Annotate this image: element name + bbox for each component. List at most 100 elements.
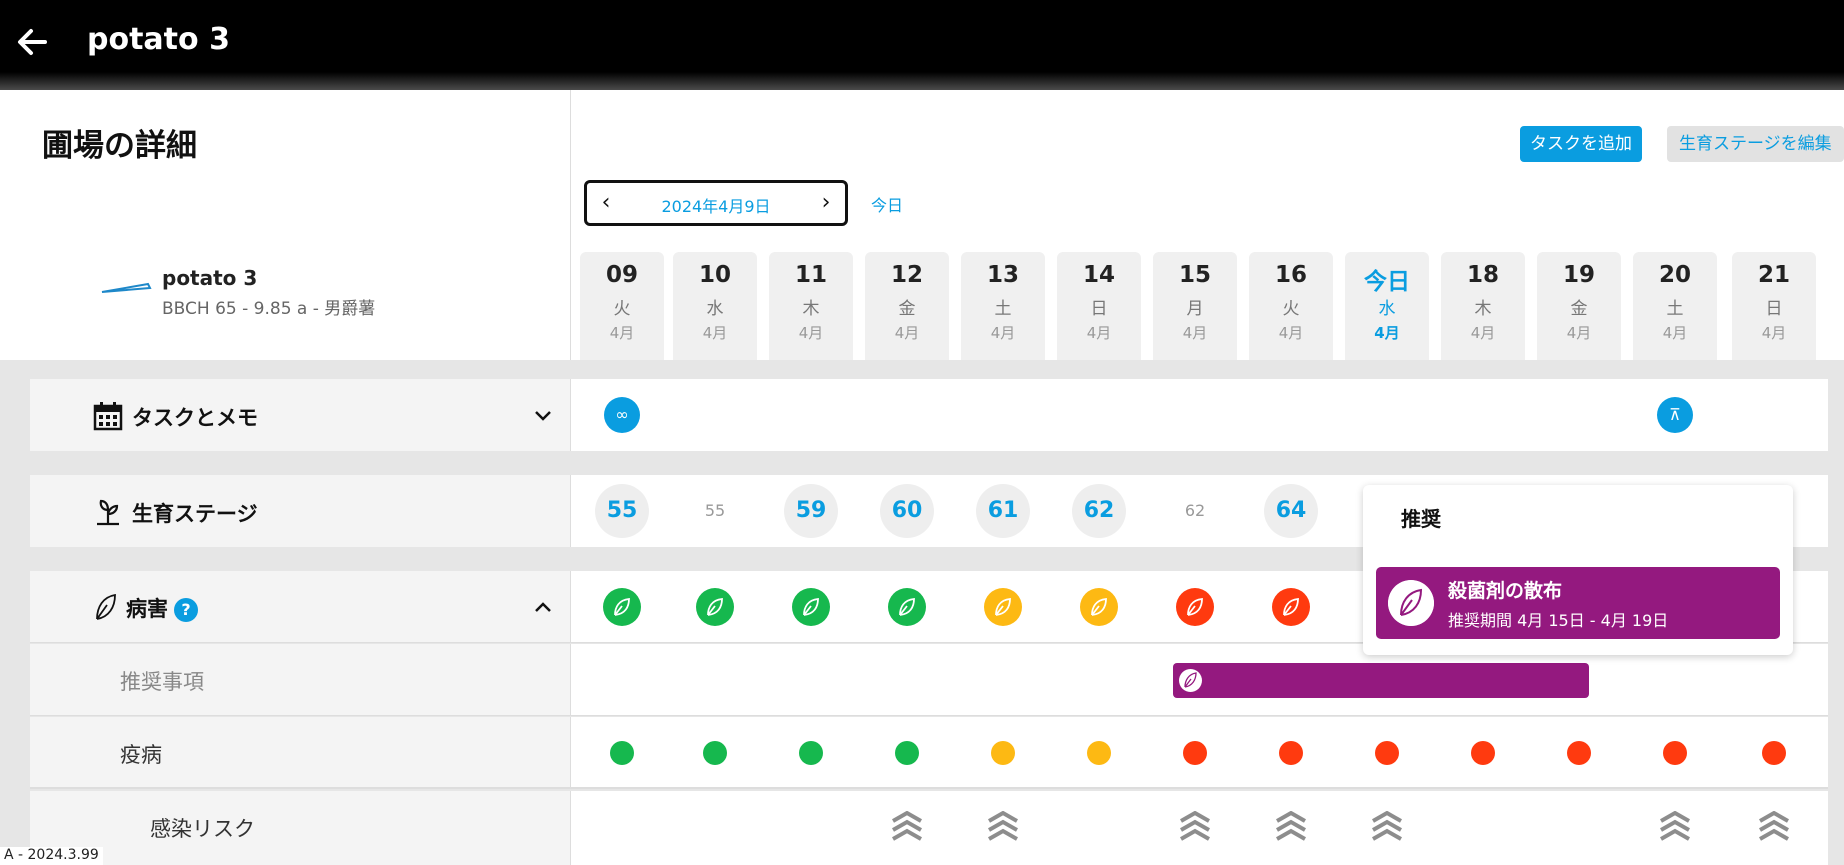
day-number: 18 — [1466, 262, 1499, 288]
growth-stage-value: 55 — [595, 484, 649, 538]
day-month: 4月 — [894, 324, 920, 342]
leaf-icon — [1283, 598, 1299, 616]
late-blight-risk-high[interactable] — [1279, 741, 1303, 765]
day-month: 4月 — [1470, 324, 1496, 342]
day-column[interactable]: 12 金 4月 — [865, 252, 949, 360]
version-label: A - 2024.3.99 — [0, 847, 103, 865]
recommendation-card[interactable]: 殺菌剤の散布 推奨期間 4月 15日 - 4月 19日 — [1376, 567, 1780, 639]
app-header: potato 3 — [0, 0, 1844, 90]
late-blight-risk-low[interactable] — [895, 741, 919, 765]
leaf-spray-icon — [1388, 580, 1434, 626]
late-blight-risk-high[interactable] — [1471, 741, 1495, 765]
disease-risk-low[interactable] — [696, 588, 734, 626]
late-blight-risk-high[interactable] — [1567, 741, 1591, 765]
field-meta: BBCH 65 - 9.85 a - 男爵薯 — [162, 299, 376, 319]
disease-row-label: 病害? — [126, 593, 198, 623]
date-picker-value[interactable]: 2024年4月9日 — [661, 197, 771, 216]
calendar-header: タスクを追加 生育ステージを編集 ‹ 2024年4月9日 › 今日 09 火 4月 1… — [570, 90, 1844, 360]
disease-risk-medium[interactable] — [984, 588, 1022, 626]
late-blight-risk-high[interactable] — [1663, 741, 1687, 765]
day-column[interactable]: 14 日 4月 — [1057, 252, 1141, 360]
day-month: 4月 — [1566, 324, 1592, 342]
day-month: 4月 — [1374, 324, 1400, 342]
growth-stage-value: 64 — [1264, 484, 1318, 538]
chevron-left-icon[interactable]: ‹ — [601, 190, 611, 215]
tasks-row-content: ∞ ⊼ — [570, 379, 1828, 451]
growth-stage-value: 55 — [704, 501, 726, 520]
late-blight-label: 疫病 — [120, 743, 162, 767]
binoculars-icon[interactable]: ∞ — [604, 397, 640, 433]
tasks-row-header[interactable]: タスクとメモ — [30, 379, 570, 451]
day-number: 12 — [890, 262, 923, 288]
late-blight-risk-low[interactable] — [610, 741, 634, 765]
recommendation-popup: 推奨 殺菌剤の散布 推奨期間 4月 15日 - 4月 19日 — [1363, 485, 1793, 655]
leaf-icon — [614, 598, 630, 616]
day-weekday: 金 — [1570, 299, 1588, 319]
leaf-icon — [1187, 598, 1203, 616]
day-weekday: 土 — [994, 299, 1012, 319]
day-column[interactable]: 13 土 4月 — [961, 252, 1045, 360]
recommendation-card-title: 殺菌剤の散布 — [1448, 580, 1563, 602]
back-arrow-icon[interactable] — [12, 22, 52, 62]
infection-risk-label: 感染リスク — [150, 817, 255, 841]
day-column[interactable]: 19 金 4月 — [1537, 252, 1621, 360]
chevron-up-icon[interactable] — [532, 596, 554, 618]
infection-risk-icon — [1755, 810, 1793, 841]
infection-risk-icon — [1368, 810, 1406, 841]
day-column[interactable]: 18 木 4月 — [1441, 252, 1525, 360]
leaf-icon — [707, 598, 723, 616]
late-blight-risk-medium[interactable] — [1087, 741, 1111, 765]
disease-risk-low[interactable] — [888, 588, 926, 626]
day-column[interactable]: 今日水 4月 — [1345, 252, 1429, 360]
late-blight-risk-low[interactable] — [799, 741, 823, 765]
late-blight-risk-low[interactable] — [703, 741, 727, 765]
day-column[interactable]: 20 土 4月 — [1633, 252, 1717, 360]
edit-growth-stage-button[interactable]: 生育ステージを編集 — [1667, 126, 1844, 162]
late-blight-risk-high[interactable] — [1375, 741, 1399, 765]
day-weekday: 月 — [1186, 299, 1204, 319]
infection-risk-icon — [888, 810, 926, 841]
day-number: 19 — [1562, 262, 1595, 288]
disease-label-text: 病害 — [126, 597, 168, 621]
day-column[interactable]: 15 月 4月 — [1153, 252, 1237, 360]
disease-risk-low[interactable] — [603, 588, 641, 626]
date-picker[interactable]: ‹ 2024年4月9日 › — [584, 180, 848, 226]
day-month: 4月 — [798, 324, 824, 342]
day-weekday: 日 — [1090, 299, 1108, 319]
chevron-right-icon[interactable]: › — [821, 190, 831, 215]
help-icon[interactable]: ? — [174, 598, 198, 622]
day-column[interactable]: 21 日 4月 — [1732, 252, 1816, 360]
page-title: 圃場の詳細 — [42, 128, 197, 164]
disease-risk-medium[interactable] — [1080, 588, 1118, 626]
day-weekday: 水 — [1378, 299, 1396, 319]
tasks-row-label: タスクとメモ — [132, 406, 258, 430]
day-column[interactable]: 09 火 4月 — [580, 252, 664, 360]
irrigation-icon[interactable]: ⊼ — [1657, 397, 1693, 433]
disease-risk-high[interactable] — [1272, 588, 1310, 626]
disease-risk-high[interactable] — [1176, 588, 1214, 626]
day-column[interactable]: 16 火 4月 — [1249, 252, 1333, 360]
growth-stage-value: 61 — [976, 484, 1030, 538]
growth-stage-row-label: 生育ステージ — [132, 502, 258, 526]
late-blight-risk-high[interactable] — [1762, 741, 1786, 765]
recommendation-bar[interactable] — [1173, 663, 1589, 698]
day-number: 20 — [1658, 262, 1691, 288]
day-month: 4月 — [1662, 324, 1688, 342]
disease-risk-low[interactable] — [792, 588, 830, 626]
disease-row-header[interactable]: 病害? — [30, 571, 570, 643]
app-title: potato 3 — [87, 22, 230, 57]
day-column[interactable]: 10 水 4月 — [673, 252, 757, 360]
day-number: 14 — [1082, 262, 1115, 288]
day-column[interactable]: 11 木 4月 — [769, 252, 853, 360]
leaf-icon — [1091, 598, 1107, 616]
leaf-icon — [803, 598, 819, 616]
late-blight-risk-medium[interactable] — [991, 741, 1015, 765]
late-blight-risk-high[interactable] — [1183, 741, 1207, 765]
day-number: 21 — [1757, 262, 1790, 288]
day-weekday: 日 — [1765, 299, 1783, 319]
today-link[interactable]: 今日 — [871, 196, 904, 215]
recommendations-label: 推奨事項 — [120, 670, 204, 694]
chevron-down-icon[interactable] — [532, 404, 554, 426]
add-task-button[interactable]: タスクを追加 — [1520, 126, 1642, 162]
day-number: 今日 — [1364, 269, 1410, 295]
